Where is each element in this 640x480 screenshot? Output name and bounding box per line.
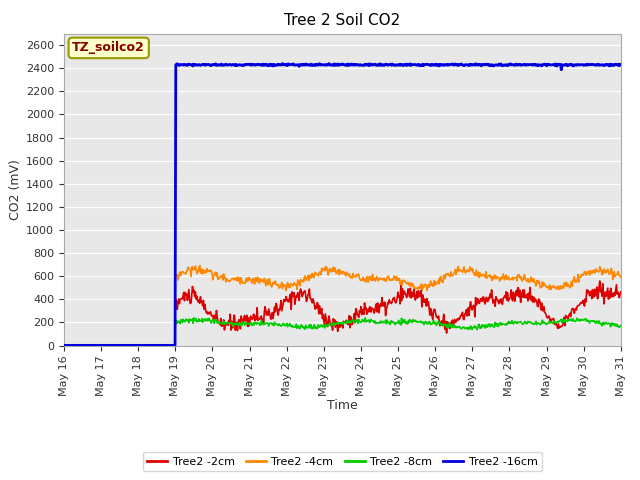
Y-axis label: CO2 (mV): CO2 (mV) xyxy=(9,159,22,220)
Legend: Tree2 -2cm, Tree2 -4cm, Tree2 -8cm, Tree2 -16cm: Tree2 -2cm, Tree2 -4cm, Tree2 -8cm, Tree… xyxy=(143,452,542,471)
Title: Tree 2 Soil CO2: Tree 2 Soil CO2 xyxy=(284,13,401,28)
X-axis label: Time: Time xyxy=(327,399,358,412)
Text: TZ_soilco2: TZ_soilco2 xyxy=(72,41,145,54)
